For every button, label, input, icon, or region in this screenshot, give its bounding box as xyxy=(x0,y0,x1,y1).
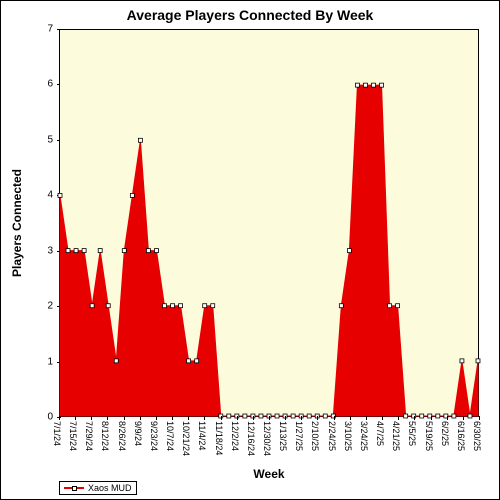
x-tick-label: 12/2/24 xyxy=(230,421,240,451)
data-marker xyxy=(114,359,118,363)
data-marker xyxy=(58,193,62,197)
y-tick-label: 1 xyxy=(27,356,53,367)
data-marker xyxy=(154,249,158,253)
data-marker xyxy=(130,193,134,197)
data-marker xyxy=(82,249,86,253)
y-tick-label: 2 xyxy=(27,301,53,312)
x-tick-label: 12/16/24 xyxy=(246,421,256,456)
x-tick-label: 4/7/25 xyxy=(375,421,385,446)
plot-area xyxy=(59,29,479,417)
y-tick-label: 5 xyxy=(27,134,53,145)
y-tick-label: 0 xyxy=(27,412,53,423)
data-marker xyxy=(460,359,464,363)
x-tick-label: 10/7/24 xyxy=(165,421,175,451)
x-tick-label: 8/26/24 xyxy=(117,421,127,451)
x-tick-label: 6/2/25 xyxy=(440,421,450,446)
x-tick-label: 8/12/24 xyxy=(100,421,110,451)
x-tick-label: 9/9/24 xyxy=(133,421,143,446)
x-tick-label: 5/19/25 xyxy=(424,421,434,451)
data-marker xyxy=(171,304,175,308)
data-marker xyxy=(363,83,367,87)
data-marker xyxy=(74,249,78,253)
x-tick-label: 7/15/24 xyxy=(68,421,78,451)
x-tick-label: 6/16/25 xyxy=(456,421,466,451)
data-marker xyxy=(187,359,191,363)
data-marker xyxy=(90,304,94,308)
data-marker xyxy=(388,304,392,308)
x-tick-label: 6/30/25 xyxy=(472,421,482,451)
data-marker xyxy=(203,304,207,308)
y-tick-label: 6 xyxy=(27,79,53,90)
x-tick-label: 12/30/24 xyxy=(262,421,272,456)
chart-title: Average Players Connected By Week xyxy=(1,7,499,23)
x-tick-label: 7/29/24 xyxy=(84,421,94,451)
x-tick-label: 3/24/25 xyxy=(359,421,369,451)
data-marker xyxy=(372,83,376,87)
data-marker xyxy=(106,304,110,308)
data-marker xyxy=(138,138,142,142)
legend-label: Xaos MUD xyxy=(88,483,132,493)
legend-marker xyxy=(64,483,84,493)
x-tick-label: 11/18/24 xyxy=(214,421,224,455)
y-axis-label: Players Connected xyxy=(9,29,25,417)
data-marker xyxy=(339,304,343,308)
data-marker xyxy=(396,304,400,308)
x-tick-label: 2/10/25 xyxy=(310,421,320,451)
data-marker xyxy=(211,304,215,308)
series-area xyxy=(60,30,478,416)
data-marker xyxy=(179,304,183,308)
x-tick-label: 1/13/25 xyxy=(278,421,288,451)
x-axis-ticks: 7/1/247/15/247/29/248/12/248/26/249/9/24… xyxy=(59,417,479,465)
x-tick-label: 3/10/25 xyxy=(343,421,353,451)
x-tick-label: 11/4/24 xyxy=(197,421,207,450)
data-marker xyxy=(66,249,70,253)
data-marker xyxy=(347,249,351,253)
data-marker xyxy=(476,359,480,363)
x-tick-label: 7/1/24 xyxy=(52,421,62,446)
x-tick-label: 1/27/25 xyxy=(294,421,304,451)
data-marker xyxy=(163,304,167,308)
data-marker xyxy=(195,359,199,363)
x-tick-label: 4/21/25 xyxy=(391,421,401,451)
y-tick-label: 7 xyxy=(27,24,53,35)
y-axis-ticks: 01234567 xyxy=(27,29,57,417)
x-tick-label: 2/24/25 xyxy=(327,421,337,451)
legend: Xaos MUD xyxy=(59,481,137,495)
data-marker xyxy=(146,249,150,253)
x-tick-label: 10/21/24 xyxy=(181,421,191,456)
y-tick-label: 4 xyxy=(27,190,53,201)
x-tick-label: 5/5/25 xyxy=(407,421,417,446)
data-marker xyxy=(380,83,384,87)
y-tick-label: 3 xyxy=(27,245,53,256)
data-marker xyxy=(122,249,126,253)
x-axis-label: Week xyxy=(59,467,479,481)
x-tick-label: 9/23/24 xyxy=(149,421,159,451)
chart-frame: Average Players Connected By Week Player… xyxy=(0,0,500,500)
data-marker xyxy=(98,249,102,253)
data-marker xyxy=(355,83,359,87)
